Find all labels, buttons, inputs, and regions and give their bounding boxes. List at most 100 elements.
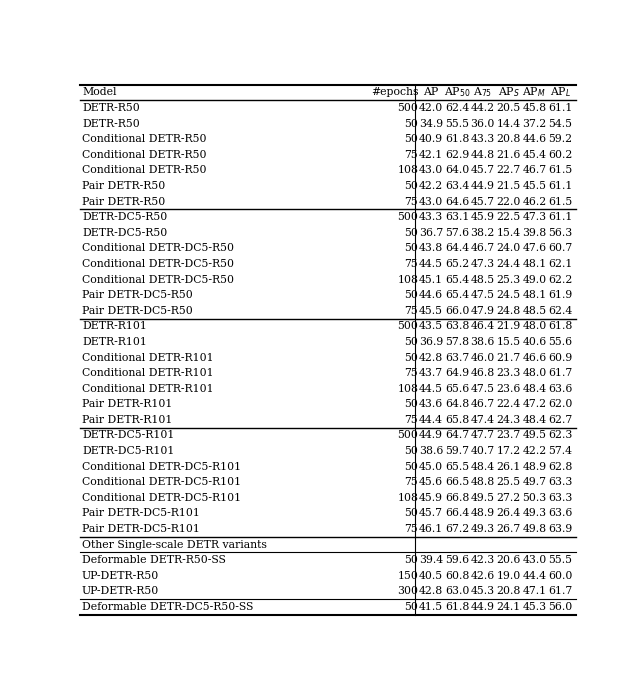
Text: DETR-R50: DETR-R50 bbox=[82, 118, 140, 129]
Text: 15.4: 15.4 bbox=[497, 228, 520, 238]
Text: 66.4: 66.4 bbox=[445, 509, 469, 518]
Text: 42.8: 42.8 bbox=[419, 352, 444, 363]
Text: 43.8: 43.8 bbox=[419, 244, 444, 253]
Text: 45.3: 45.3 bbox=[522, 602, 547, 612]
Text: DETR-DC5-R101: DETR-DC5-R101 bbox=[82, 446, 174, 456]
Text: Pair DETR-DC5-R50: Pair DETR-DC5-R50 bbox=[82, 290, 193, 300]
Text: Conditional DETR-DC5-R50: Conditional DETR-DC5-R50 bbox=[82, 275, 234, 284]
Text: 64.8: 64.8 bbox=[445, 399, 469, 409]
Text: 23.3: 23.3 bbox=[497, 368, 521, 378]
Text: 64.7: 64.7 bbox=[445, 430, 469, 441]
Text: 42.2: 42.2 bbox=[522, 446, 547, 456]
Text: 50: 50 bbox=[404, 555, 419, 565]
Text: 26.7: 26.7 bbox=[497, 524, 521, 534]
Text: AP: AP bbox=[424, 87, 439, 98]
Text: 65.5: 65.5 bbox=[445, 462, 469, 472]
Text: 40.5: 40.5 bbox=[419, 571, 444, 581]
Text: 46.6: 46.6 bbox=[522, 352, 547, 363]
Text: 50: 50 bbox=[404, 352, 419, 363]
Text: 65.4: 65.4 bbox=[445, 290, 469, 300]
Text: Conditional DETR-R101: Conditional DETR-R101 bbox=[82, 352, 214, 363]
Text: 65.6: 65.6 bbox=[445, 383, 469, 394]
Text: 60.0: 60.0 bbox=[548, 571, 572, 581]
Text: 43.3: 43.3 bbox=[470, 134, 495, 144]
Text: Conditional DETR-DC5-R50: Conditional DETR-DC5-R50 bbox=[82, 259, 234, 269]
Text: 50: 50 bbox=[404, 446, 419, 456]
Text: 65.8: 65.8 bbox=[445, 415, 469, 425]
Text: 44.8: 44.8 bbox=[470, 149, 495, 160]
Text: 62.7: 62.7 bbox=[548, 415, 572, 425]
Text: 62.1: 62.1 bbox=[548, 259, 572, 269]
Text: 60.7: 60.7 bbox=[548, 244, 572, 253]
Text: 50: 50 bbox=[404, 602, 419, 612]
Text: 43.0: 43.0 bbox=[419, 197, 444, 207]
Text: 62.0: 62.0 bbox=[548, 399, 572, 409]
Text: 61.5: 61.5 bbox=[548, 197, 572, 207]
Text: 59.2: 59.2 bbox=[548, 134, 572, 144]
Text: 46.1: 46.1 bbox=[419, 524, 444, 534]
Text: 20.8: 20.8 bbox=[497, 134, 521, 144]
Text: 50: 50 bbox=[404, 290, 419, 300]
Text: 500: 500 bbox=[397, 212, 419, 222]
Text: AP$_S$: AP$_S$ bbox=[497, 86, 520, 100]
Text: 24.4: 24.4 bbox=[497, 259, 520, 269]
Text: 61.7: 61.7 bbox=[548, 368, 572, 378]
Text: Conditional DETR-R101: Conditional DETR-R101 bbox=[82, 368, 214, 378]
Text: 45.8: 45.8 bbox=[522, 103, 547, 113]
Text: 42.8: 42.8 bbox=[419, 586, 444, 597]
Text: 22.4: 22.4 bbox=[497, 399, 521, 409]
Text: 63.9: 63.9 bbox=[548, 524, 572, 534]
Text: 56.3: 56.3 bbox=[548, 228, 572, 238]
Text: 63.4: 63.4 bbox=[445, 181, 469, 191]
Text: 25.3: 25.3 bbox=[497, 275, 521, 284]
Text: 20.5: 20.5 bbox=[497, 103, 521, 113]
Text: 150: 150 bbox=[397, 571, 419, 581]
Text: Pair DETR-R50: Pair DETR-R50 bbox=[82, 181, 165, 191]
Text: 20.6: 20.6 bbox=[497, 555, 521, 565]
Text: 47.2: 47.2 bbox=[522, 399, 547, 409]
Text: 108: 108 bbox=[397, 493, 419, 503]
Text: 44.9: 44.9 bbox=[471, 181, 495, 191]
Text: 75: 75 bbox=[404, 259, 419, 269]
Text: 42.2: 42.2 bbox=[419, 181, 444, 191]
Text: 49.0: 49.0 bbox=[522, 275, 547, 284]
Text: 43.5: 43.5 bbox=[419, 321, 444, 331]
Text: 50: 50 bbox=[404, 118, 419, 129]
Text: 25.5: 25.5 bbox=[497, 477, 520, 487]
Text: AP$_M$: AP$_M$ bbox=[522, 86, 546, 100]
Text: 14.4: 14.4 bbox=[497, 118, 520, 129]
Text: Pair DETR-DC5-R50: Pair DETR-DC5-R50 bbox=[82, 306, 193, 316]
Text: 61.7: 61.7 bbox=[548, 586, 572, 597]
Text: Conditional DETR-DC5-R101: Conditional DETR-DC5-R101 bbox=[82, 477, 241, 487]
Text: Model: Model bbox=[82, 87, 116, 98]
Text: 45.1: 45.1 bbox=[419, 275, 444, 284]
Text: 47.6: 47.6 bbox=[522, 244, 547, 253]
Text: Conditional DETR-DC5-R101: Conditional DETR-DC5-R101 bbox=[82, 462, 241, 472]
Text: 42.6: 42.6 bbox=[470, 571, 495, 581]
Text: 64.6: 64.6 bbox=[445, 197, 469, 207]
Text: 38.2: 38.2 bbox=[470, 228, 495, 238]
Text: 46.4: 46.4 bbox=[470, 321, 495, 331]
Text: 45.5: 45.5 bbox=[522, 181, 547, 191]
Text: 48.4: 48.4 bbox=[522, 415, 547, 425]
Text: 62.8: 62.8 bbox=[548, 462, 572, 472]
Text: 50: 50 bbox=[404, 399, 419, 409]
Text: 40.9: 40.9 bbox=[419, 134, 444, 144]
Text: 36.9: 36.9 bbox=[419, 337, 444, 347]
Text: AP$_{50}$: AP$_{50}$ bbox=[444, 86, 470, 100]
Text: 48.1: 48.1 bbox=[522, 259, 547, 269]
Text: 62.2: 62.2 bbox=[548, 275, 572, 284]
Text: 49.5: 49.5 bbox=[471, 493, 495, 503]
Text: 43.7: 43.7 bbox=[419, 368, 444, 378]
Text: 57.8: 57.8 bbox=[445, 337, 469, 347]
Text: 57.4: 57.4 bbox=[548, 446, 572, 456]
Text: 44.6: 44.6 bbox=[522, 134, 547, 144]
Text: 47.4: 47.4 bbox=[471, 415, 495, 425]
Text: 24.5: 24.5 bbox=[497, 290, 520, 300]
Text: 15.5: 15.5 bbox=[497, 337, 520, 347]
Text: 75: 75 bbox=[404, 197, 419, 207]
Text: 63.6: 63.6 bbox=[548, 509, 572, 518]
Text: 63.7: 63.7 bbox=[445, 352, 469, 363]
Text: 61.9: 61.9 bbox=[548, 290, 572, 300]
Text: 67.2: 67.2 bbox=[445, 524, 469, 534]
